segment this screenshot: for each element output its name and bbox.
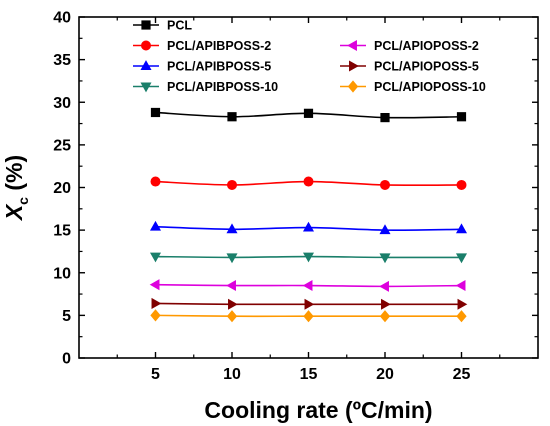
y-tick-label: 5 xyxy=(62,308,71,325)
data-point xyxy=(226,223,238,234)
y-tick-label: 0 xyxy=(62,351,71,368)
data-point xyxy=(380,112,390,123)
y-tick-label: 25 xyxy=(53,137,71,154)
data-point xyxy=(302,280,313,292)
legend-item: PCL/APIBPOSS-2 xyxy=(133,39,271,53)
x-tick-label: 20 xyxy=(376,366,394,383)
y-tick-label: 15 xyxy=(53,223,71,240)
series-pcl-apioposs-5 xyxy=(151,297,468,310)
legend-item: PCL xyxy=(133,19,192,33)
data-point xyxy=(455,280,466,292)
data-point xyxy=(150,176,161,187)
legend-item: PCL/APIOPOSS-5 xyxy=(340,60,479,74)
legend-item: PCL/APIOPOSS-2 xyxy=(340,39,479,53)
data-point xyxy=(226,280,236,292)
data-point xyxy=(149,252,162,263)
data-point xyxy=(302,252,315,263)
legend-label: PCL/APIOPOSS-5 xyxy=(374,60,479,74)
x-tick-label: 5 xyxy=(151,366,160,383)
legend-marker xyxy=(141,20,151,30)
y-axis-title: Xc (%) xyxy=(1,155,31,222)
data-point xyxy=(379,224,391,235)
y-tick-label: 40 xyxy=(53,10,71,27)
legend-label: PCL/APIBPOSS-2 xyxy=(167,39,271,53)
data-point xyxy=(379,253,391,264)
legend-item: PCL/APIBPOSS-5 xyxy=(133,60,271,74)
series-pcl-apibposs-2 xyxy=(150,176,467,190)
data-point xyxy=(150,309,161,322)
data-point xyxy=(226,310,238,323)
legend-label: PCL/APIOPOSS-2 xyxy=(374,39,479,53)
legend-marker xyxy=(347,80,359,93)
data-point xyxy=(304,298,315,310)
data-point xyxy=(151,297,162,309)
legend-marker xyxy=(140,60,152,70)
data-point xyxy=(149,279,160,291)
data-point xyxy=(379,280,389,292)
y-tick-label: 20 xyxy=(53,180,71,197)
data-point xyxy=(455,253,468,264)
x-tick-label: 25 xyxy=(453,366,471,383)
data-point xyxy=(227,112,237,122)
data-point xyxy=(381,298,391,310)
series-pcl-apibposs-10 xyxy=(149,252,468,264)
legend-label: PCL/APIBPOSS-5 xyxy=(167,60,271,74)
legend-label: PCL xyxy=(167,19,192,33)
legend-marker xyxy=(140,40,151,51)
data-point xyxy=(379,310,391,323)
data-point xyxy=(303,310,314,323)
data-point xyxy=(455,223,468,234)
data-point xyxy=(456,310,467,323)
legend-label: PCL/APIOPOSS-10 xyxy=(374,80,486,94)
data-point xyxy=(149,220,162,231)
series-pcl-apioposs-2 xyxy=(149,279,466,292)
y-axis-title-sub: c xyxy=(15,197,31,205)
y-axis-title-unit: (%) xyxy=(1,155,27,197)
data-point xyxy=(379,179,390,190)
y-tick-label: 35 xyxy=(53,52,71,69)
data-point xyxy=(226,179,237,190)
legend-label: PCL/APIBPOSS-10 xyxy=(167,80,278,94)
series-pcl-apibposs-5 xyxy=(149,220,468,235)
data-point xyxy=(150,107,161,118)
x-axis-title: Cooling rate (ºC/min) xyxy=(204,397,432,423)
legend-item: PCL/APIOPOSS-10 xyxy=(340,80,486,94)
legend-marker xyxy=(347,39,357,52)
series-pcl xyxy=(150,107,467,123)
series-pcl-apioposs-10 xyxy=(150,309,467,323)
data-point xyxy=(456,179,467,190)
data-point xyxy=(226,253,238,264)
legend: PCL PCL/APIBPOSS-2 PCL/APIBPOSS-5 PCL/APIBP… xyxy=(133,19,486,94)
data-point xyxy=(228,298,238,310)
data-point xyxy=(457,298,468,310)
y-axis-title-main: X xyxy=(1,203,27,222)
data-point xyxy=(302,221,315,232)
y-tick-label: 30 xyxy=(53,95,71,112)
y-tick-label: 10 xyxy=(53,265,71,282)
data-point xyxy=(303,176,314,187)
data-point xyxy=(456,112,467,122)
legend-marker xyxy=(349,60,359,72)
x-tick-label: 10 xyxy=(223,366,241,383)
legend-item: PCL/APIBPOSS-10 xyxy=(133,80,278,94)
x-tick-label: 15 xyxy=(300,366,318,383)
data-point xyxy=(303,108,314,118)
legend-marker xyxy=(140,82,152,93)
